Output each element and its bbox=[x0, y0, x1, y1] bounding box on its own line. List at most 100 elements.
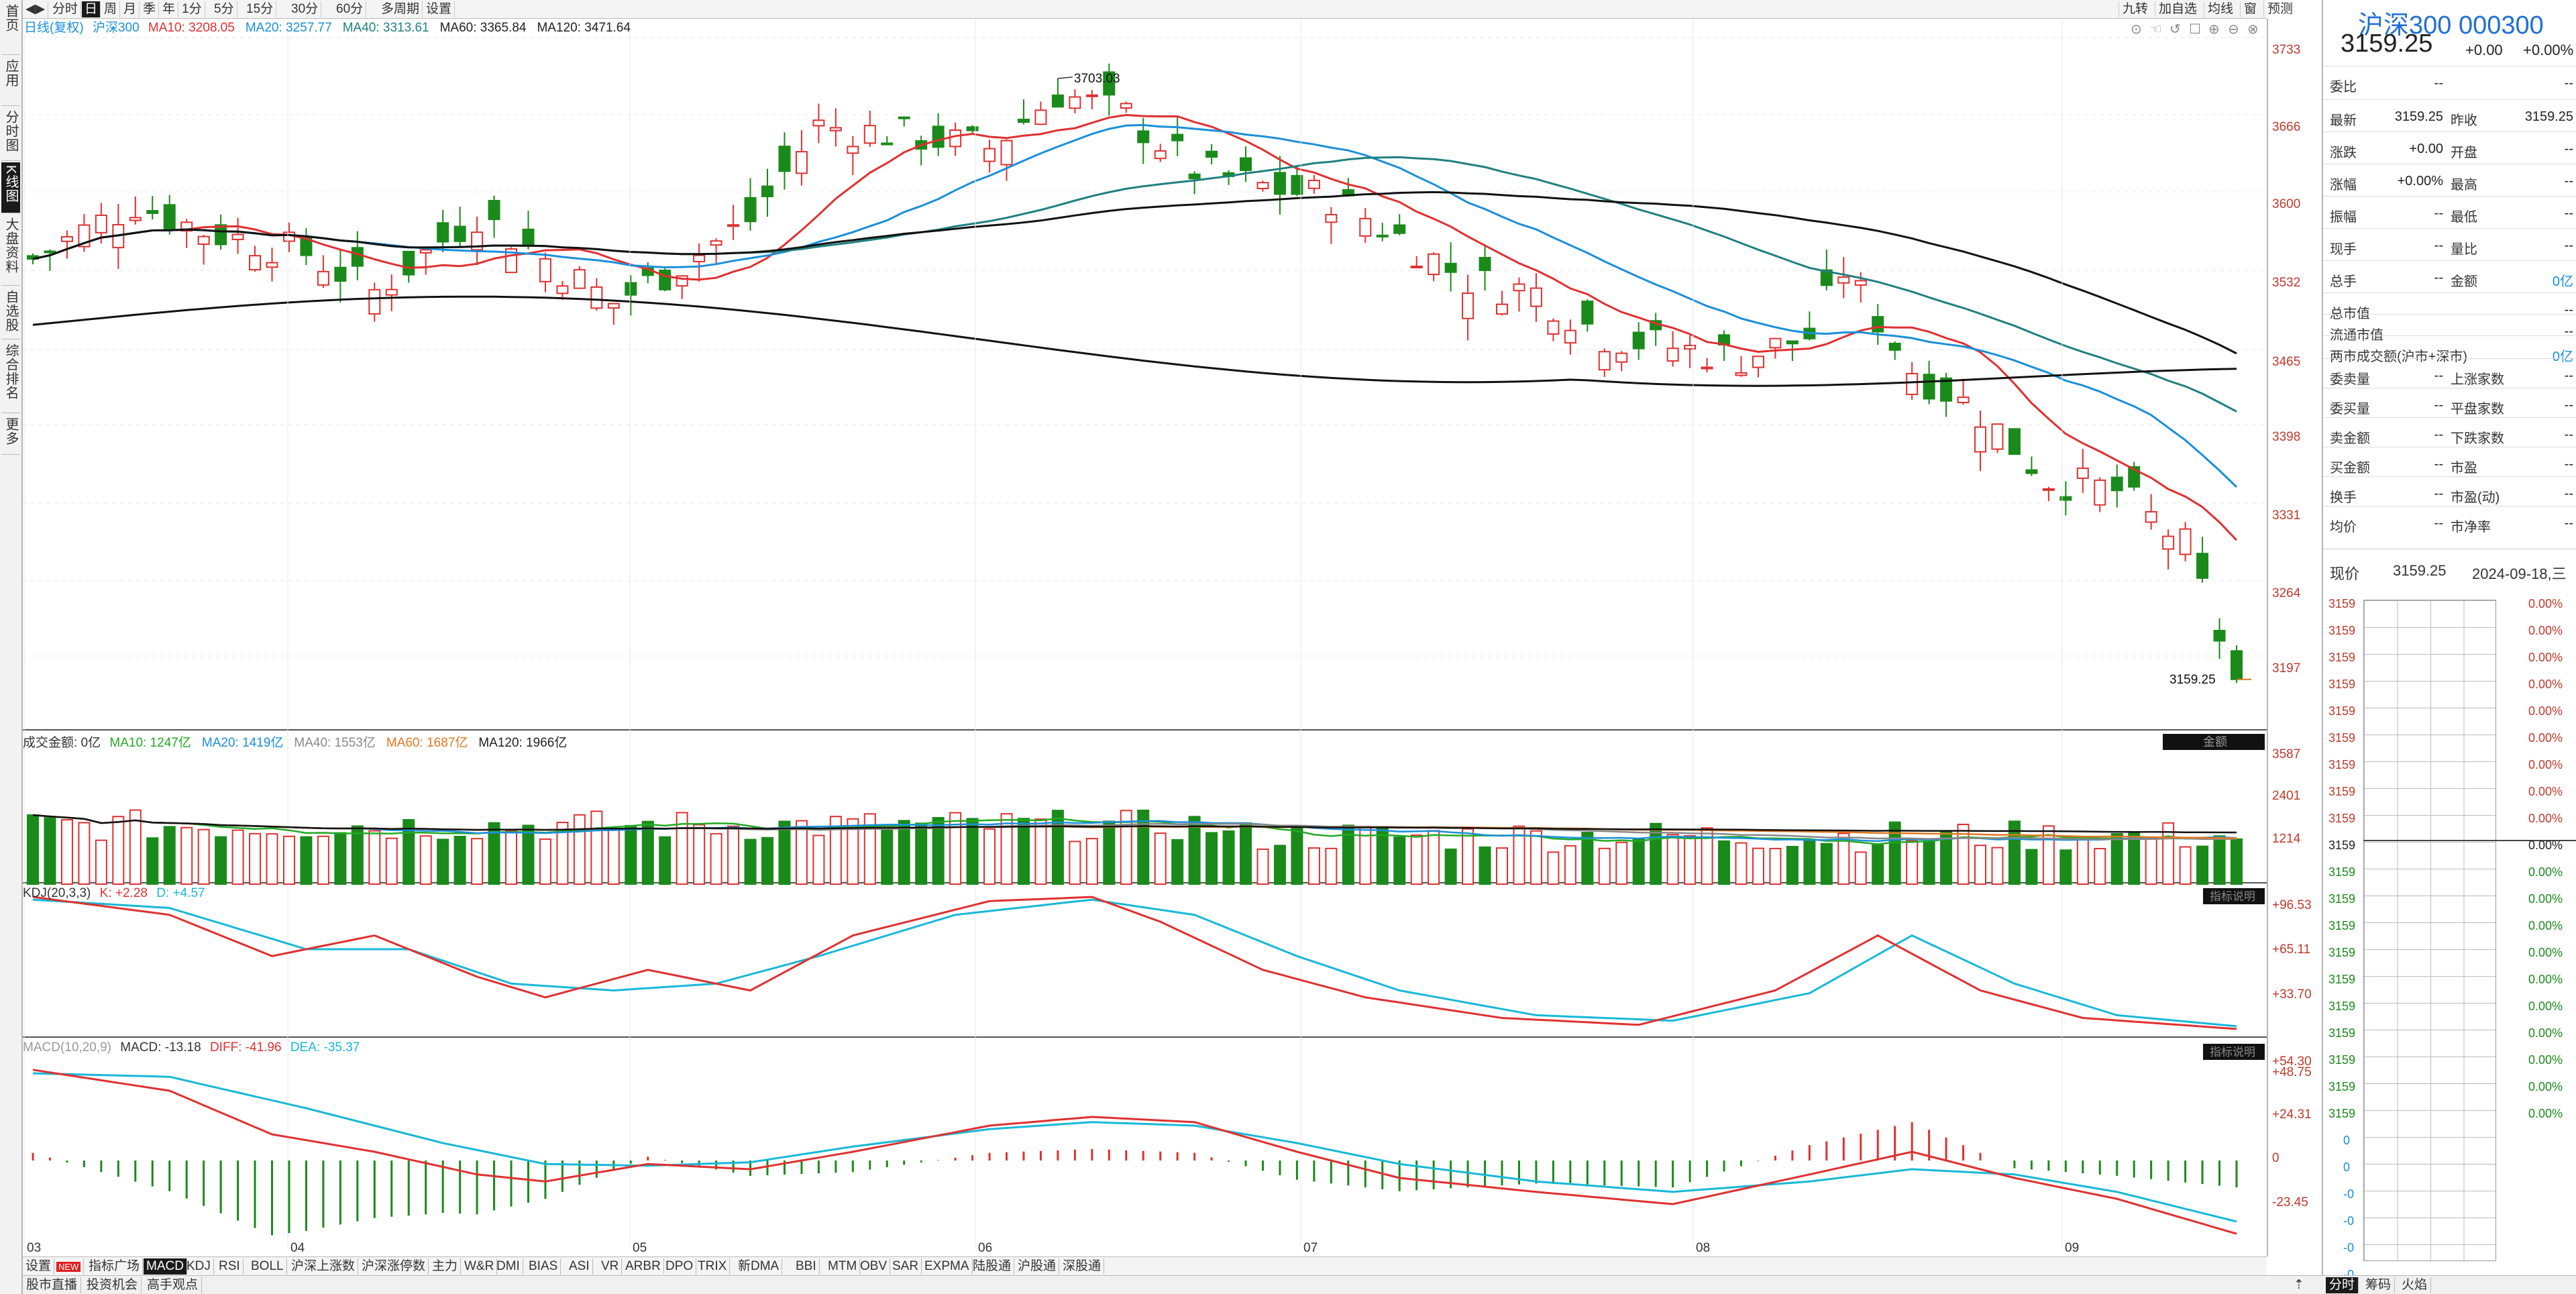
left-nav-item[interactable]: 自选股 bbox=[1, 287, 20, 339]
mini-left-tick: 3159 bbox=[2328, 865, 2356, 879]
volume-bar bbox=[1581, 832, 1594, 885]
indicator-tab[interactable]: 陆股通 bbox=[970, 1258, 1015, 1275]
indicator-tab[interactable]: DMI bbox=[494, 1258, 523, 1275]
period-tab[interactable]: 日 bbox=[82, 1, 101, 17]
indicator-tabs: 设置 NEW 指标广场 MACD KDJ RSI BOLL 沪深上涨数 沪深涨停数 主力 W&R DM… bbox=[23, 1256, 2267, 1275]
left-nav-item[interactable]: K线图 bbox=[1, 162, 20, 213]
quote-row-value2: -- bbox=[2564, 238, 2573, 253]
left-nav-item[interactable]: 应用 bbox=[1, 56, 20, 106]
period-tab[interactable]: 分时 bbox=[50, 1, 82, 17]
period-tab[interactable]: 15分 bbox=[244, 1, 277, 17]
indicator-tab[interactable]: 沪深上涨数 bbox=[288, 1258, 359, 1275]
indicator-tab[interactable]: OBV bbox=[857, 1258, 891, 1275]
bottom-bar-item[interactable]: 高手观点 bbox=[144, 1277, 203, 1293]
bottom-bar-item[interactable]: 投资机会 bbox=[83, 1277, 142, 1293]
macd-y-tick: +24.31 bbox=[2272, 1108, 2312, 1122]
quote-bottom-tab[interactable]: 火焰 bbox=[2398, 1277, 2432, 1293]
volume-bar bbox=[385, 837, 398, 885]
quote-bottom-tabs: 分时 筹码 火焰 bbox=[2322, 1275, 2576, 1294]
indicator-tab[interactable]: 设置 bbox=[23, 1258, 55, 1275]
menu-arrow-icon[interactable]: ◀▶ bbox=[23, 1, 49, 17]
period-tab[interactable]: 1分 bbox=[179, 1, 205, 17]
volume-bar bbox=[215, 836, 227, 885]
chart-canvas[interactable]: ⊙ ☜ ↺ ☐ ⊕ ⊖ ⊗ 3703.03 3159.25 03 04 05 06 07 08 09 金额指标说… bbox=[23, 19, 2267, 1256]
indicator-tab[interactable]: BBI bbox=[793, 1258, 820, 1275]
candle-body bbox=[1273, 172, 1286, 195]
indicator-tab[interactable]: MTM bbox=[825, 1258, 861, 1275]
volume-bar bbox=[300, 836, 313, 885]
indicator-tab[interactable]: VR bbox=[598, 1258, 623, 1275]
x-tick-label: 09 bbox=[2065, 1241, 2079, 1255]
candle-body bbox=[881, 142, 894, 146]
indicator-tab[interactable]: 指标广场 bbox=[86, 1258, 144, 1275]
period-tab[interactable]: 年 bbox=[160, 1, 179, 17]
chart-area[interactable]: ⊙ ☜ ↺ ☐ ⊕ ⊖ ⊗ 3703.03 3159.25 03 04 05 06 07 08 09 金额 指标说… bbox=[23, 19, 2267, 1256]
indicator-tab[interactable]: KDJ bbox=[184, 1258, 214, 1275]
indicator-tab[interactable]: BIAS bbox=[526, 1258, 561, 1275]
toolbar-right-button[interactable]: 均线 bbox=[2204, 1, 2237, 17]
indicator-tab[interactable]: ARBR bbox=[623, 1258, 664, 1275]
volume-ma-legend: MA120: 1966亿 bbox=[478, 736, 568, 750]
period-tab[interactable]: 季 bbox=[140, 1, 160, 17]
indicator-tab[interactable]: BOLL bbox=[248, 1258, 287, 1275]
mini-price: 3159.25 bbox=[2393, 562, 2447, 579]
indicator-tab[interactable]: 新DMA bbox=[735, 1258, 783, 1275]
volume-ma-name: MA120 bbox=[478, 736, 519, 750]
left-nav-item[interactable]: 更多 bbox=[1, 415, 20, 455]
volume-bar bbox=[2110, 832, 2123, 885]
up-arrow-icon[interactable]: ⇡ bbox=[2294, 1278, 2304, 1292]
indicator-tab[interactable]: EXPMA bbox=[922, 1258, 973, 1275]
toolbar-right-button[interactable]: 加自选 bbox=[2155, 1, 2200, 17]
quote-bottom-tab[interactable]: 分时 bbox=[2326, 1277, 2359, 1293]
indicator-tab[interactable]: RSI bbox=[216, 1258, 244, 1275]
indicator-tab[interactable]: ASI bbox=[566, 1258, 593, 1275]
mini-left-tick: 0 bbox=[2343, 1134, 2351, 1147]
indicator-tab[interactable]: DPO bbox=[663, 1258, 697, 1275]
left-nav-item[interactable]: 分时图 bbox=[1, 107, 20, 161]
new-badge: NEW bbox=[55, 1258, 85, 1275]
candle-body bbox=[1256, 182, 1269, 190]
period-tab[interactable]: 周 bbox=[101, 1, 121, 17]
candle-body bbox=[1581, 301, 1594, 325]
toolbar-right-button[interactable]: 九转 bbox=[2118, 1, 2151, 17]
volume-y-tick: 2401 bbox=[2272, 789, 2301, 803]
candle-body bbox=[1906, 372, 1919, 395]
volume-bar bbox=[812, 834, 825, 885]
quote-row-label2: 市盈(动) bbox=[2451, 490, 2500, 505]
left-nav-item[interactable]: 首页 bbox=[1, 1, 20, 55]
left-nav-item[interactable]: 综合排名 bbox=[1, 341, 20, 413]
period-tab[interactable]: 5分 bbox=[211, 1, 237, 17]
mini-chart-grid[interactable] bbox=[2363, 600, 2496, 1261]
period-tab[interactable]: 设置 bbox=[423, 1, 455, 17]
period-tab[interactable]: 月 bbox=[121, 1, 140, 17]
kdj-legend-name: KDJ(20,3,3) bbox=[23, 886, 91, 900]
indicator-tab[interactable]: 沪股通 bbox=[1015, 1258, 1060, 1275]
mini-right-tick: 0.00% bbox=[2528, 704, 2563, 718]
volume-bar bbox=[1547, 851, 1560, 885]
candle-body bbox=[1444, 262, 1457, 273]
volume-ma-line bbox=[32, 814, 2237, 834]
candle-body bbox=[2231, 650, 2243, 680]
period-tab[interactable]: 多周期 bbox=[378, 1, 423, 17]
indicator-tab[interactable]: 主力 bbox=[429, 1258, 462, 1275]
bottom-bar-item[interactable]: 股市直播 bbox=[23, 1277, 82, 1293]
left-nav-item[interactable]: 大盘资料 bbox=[1, 215, 20, 286]
mini-left-tick: 3159 bbox=[2328, 785, 2356, 798]
indicator-tab[interactable]: W&R bbox=[462, 1258, 498, 1275]
period-tab[interactable]: 60分 bbox=[333, 1, 367, 17]
price-y-tick: 3733 bbox=[2272, 43, 2301, 57]
indicator-tab[interactable]: MACD bbox=[144, 1258, 187, 1275]
toolbar-right-button[interactable]: 窗 bbox=[2240, 1, 2260, 17]
candle-body bbox=[1529, 287, 1542, 307]
period-tab[interactable]: 30分 bbox=[288, 1, 322, 17]
price-y-tick: 3331 bbox=[2272, 508, 2301, 523]
quote-row: 委比 -- -- bbox=[2323, 66, 2576, 98]
indicator-tab[interactable]: SAR bbox=[890, 1258, 922, 1275]
indicator-tab[interactable]: TRIX bbox=[695, 1258, 731, 1275]
volume-bar bbox=[317, 835, 329, 885]
toolbar-right-button[interactable]: 预测 bbox=[2263, 1, 2296, 17]
candle-body bbox=[1240, 157, 1252, 171]
indicator-tab[interactable]: 沪深涨停数 bbox=[359, 1258, 429, 1275]
indicator-tab[interactable]: 深股通 bbox=[1060, 1258, 1105, 1275]
quote-bottom-tab[interactable]: 筹码 bbox=[2362, 1277, 2396, 1293]
